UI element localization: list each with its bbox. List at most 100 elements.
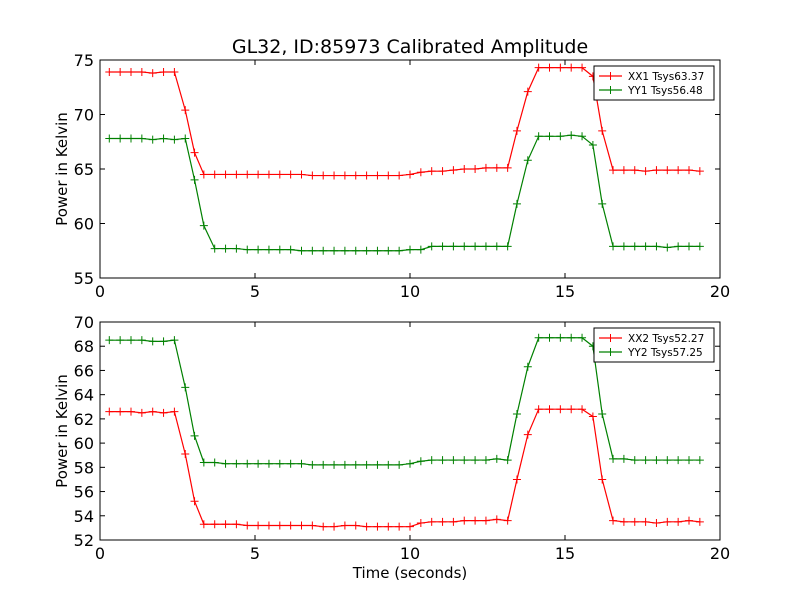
y-tick-label: 70	[74, 106, 94, 125]
data-point	[481, 242, 490, 251]
data-point	[471, 165, 480, 173]
y-tick-label: 70	[74, 313, 94, 332]
data-point	[598, 410, 607, 419]
data-point	[556, 132, 565, 141]
legend-label: XX1 Tsys63.37	[628, 71, 704, 83]
data-point	[427, 456, 436, 465]
legend-box	[593, 327, 715, 363]
data-point	[685, 166, 693, 175]
data-point	[695, 242, 704, 251]
figure-title: GL32, ID:85973 Calibrated Amplitude	[232, 36, 588, 58]
y-tick-label: 75	[74, 51, 94, 70]
data-point	[373, 246, 382, 255]
data-point	[438, 456, 447, 465]
data-point	[395, 522, 404, 531]
data-point	[641, 242, 650, 251]
data-point	[663, 243, 672, 252]
data-point	[567, 63, 576, 72]
data-point	[159, 337, 168, 346]
data-point	[503, 456, 512, 465]
data-point	[105, 67, 114, 76]
data-point	[503, 163, 512, 172]
data-point	[598, 475, 607, 484]
data-point	[619, 242, 628, 251]
data-point	[148, 337, 157, 346]
legend-marker	[606, 334, 615, 342]
series-line	[109, 134, 700, 252]
y-tick-label: 54	[74, 507, 94, 526]
data-point	[685, 456, 693, 465]
data-point	[556, 333, 565, 342]
data-point	[190, 148, 199, 157]
data-point	[190, 175, 199, 184]
data-point	[609, 166, 618, 175]
x-tick-label: 20	[710, 282, 730, 301]
legend-label: YY2 Tsys57.25	[627, 347, 703, 359]
data-point	[695, 456, 704, 465]
data-point	[127, 336, 135, 345]
data-point	[330, 246, 339, 255]
data-point	[181, 450, 190, 459]
x-tick-label: 15	[555, 282, 575, 301]
data-point	[438, 242, 447, 251]
data-point	[534, 63, 543, 72]
data-point	[181, 106, 190, 115]
data-point	[630, 517, 639, 526]
y-tick-label: 60	[74, 434, 94, 453]
data-point	[523, 430, 532, 439]
data-point	[170, 135, 179, 144]
data-point	[159, 408, 168, 417]
data-point	[416, 457, 425, 466]
data-point	[534, 132, 543, 141]
data-point	[619, 454, 628, 463]
data-point	[319, 171, 328, 180]
data-point	[221, 244, 230, 253]
data-point	[545, 132, 554, 141]
data-point	[148, 407, 157, 416]
data-point	[243, 170, 252, 179]
y-tick-label: 56	[74, 483, 94, 502]
data-point	[588, 141, 597, 150]
data-point	[471, 516, 480, 525]
x-tick-label: 20	[710, 544, 730, 563]
data-point	[221, 170, 230, 179]
data-point	[232, 520, 241, 529]
data-point	[362, 460, 371, 469]
data-point	[116, 67, 125, 76]
data-point	[384, 522, 393, 531]
x-tick-label: 10	[400, 282, 420, 301]
data-point	[598, 126, 607, 135]
legend: XX2 Tsys52.27 YY2 Tsys57.25	[593, 327, 715, 363]
data-point	[556, 63, 565, 72]
chart-panel-1: 0 5 10 15 20 55 60 65 70 75 Power in Kelvin XX1 Tsy…	[53, 51, 730, 301]
data-point	[170, 407, 179, 416]
data-point	[598, 199, 607, 208]
legend-marker	[606, 72, 615, 80]
data-point	[330, 522, 339, 531]
data-point	[137, 134, 146, 143]
data-point	[275, 521, 284, 530]
data-point	[512, 410, 521, 419]
data-point	[481, 163, 490, 172]
legend-marker	[606, 86, 615, 94]
data-point	[578, 132, 587, 141]
data-point	[578, 405, 587, 414]
data-point	[630, 456, 639, 465]
data-point	[652, 456, 661, 465]
data-point	[512, 199, 521, 208]
data-point	[641, 456, 650, 465]
data-point	[471, 456, 480, 465]
data-point	[286, 459, 295, 468]
data-point	[481, 456, 490, 465]
data-point	[395, 460, 404, 469]
data-point	[641, 167, 650, 176]
data-point	[340, 246, 349, 255]
data-point	[545, 405, 554, 414]
data-point	[210, 458, 219, 467]
y-tick-label: 60	[74, 215, 94, 234]
data-point	[148, 135, 157, 144]
data-point	[663, 166, 672, 175]
y-tick-label: 68	[74, 337, 94, 356]
data-point	[308, 521, 317, 530]
legend-box	[593, 65, 715, 101]
